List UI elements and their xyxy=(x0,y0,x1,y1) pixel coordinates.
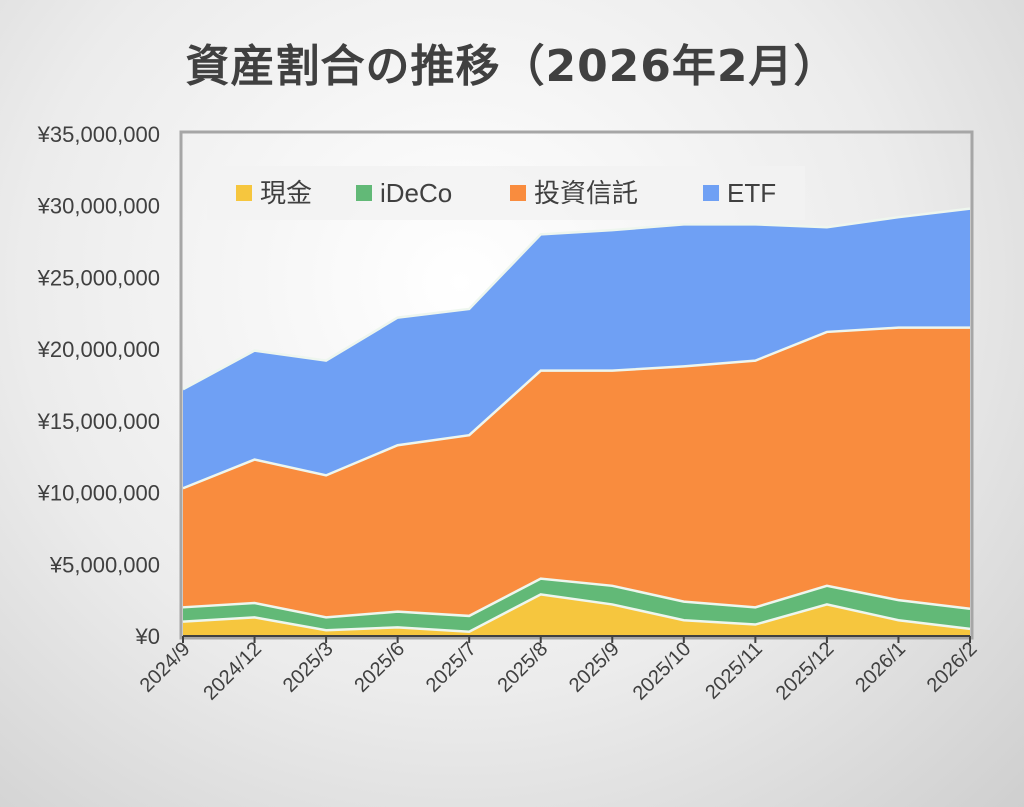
y-tick-label: ¥15,000,000 xyxy=(37,409,160,434)
x-tick-label: 2025/10 xyxy=(629,638,696,705)
x-tick-label: 2025/11 xyxy=(701,638,767,704)
y-tick-label: ¥20,000,000 xyxy=(37,337,160,362)
x-tick-label: 2024/12 xyxy=(199,638,266,705)
y-tick-label: ¥10,000,000 xyxy=(37,481,160,506)
x-tick-label: 2026/1 xyxy=(851,638,910,697)
legend-swatch xyxy=(510,185,526,201)
legend-label: 現金 xyxy=(260,178,312,208)
y-tick-label: ¥25,000,000 xyxy=(37,265,160,290)
legend-swatch xyxy=(236,185,252,201)
x-tick-label: 2025/9 xyxy=(565,638,624,697)
area-投資信託 xyxy=(183,327,970,618)
legend-label: ETF xyxy=(727,178,776,208)
series-outline-現金 xyxy=(182,593,971,633)
y-tick-label: ¥35,000,000 xyxy=(37,122,160,147)
y-tick-label: ¥5,000,000 xyxy=(49,552,160,577)
x-tick-label: 2025/6 xyxy=(350,638,409,697)
chart-title: 資産割合の推移（2026年2月） xyxy=(185,41,839,92)
x-tick-label: 2026/2 xyxy=(923,638,982,697)
series-outline-iDeCo xyxy=(182,577,971,619)
y-tick-label: ¥30,000,000 xyxy=(37,194,160,219)
x-tick-label: 2025/12 xyxy=(772,638,839,705)
area-現金 xyxy=(183,594,970,636)
legend-label: 投資信託 xyxy=(534,178,638,208)
series-outline-投資信託 xyxy=(182,326,970,490)
area-ETF xyxy=(183,208,970,489)
legend-swatch xyxy=(703,185,719,201)
y-tick-label: ¥0 xyxy=(135,624,160,649)
legend-label: iDeCo xyxy=(380,178,452,208)
x-tick-label: 2025/8 xyxy=(493,638,552,697)
series-outline-ETF xyxy=(182,207,971,391)
plot-frame xyxy=(179,130,974,640)
x-tick-label: 2025/7 xyxy=(422,638,481,697)
x-tick-label: 2025/3 xyxy=(279,638,338,697)
legend-swatch xyxy=(356,185,372,201)
